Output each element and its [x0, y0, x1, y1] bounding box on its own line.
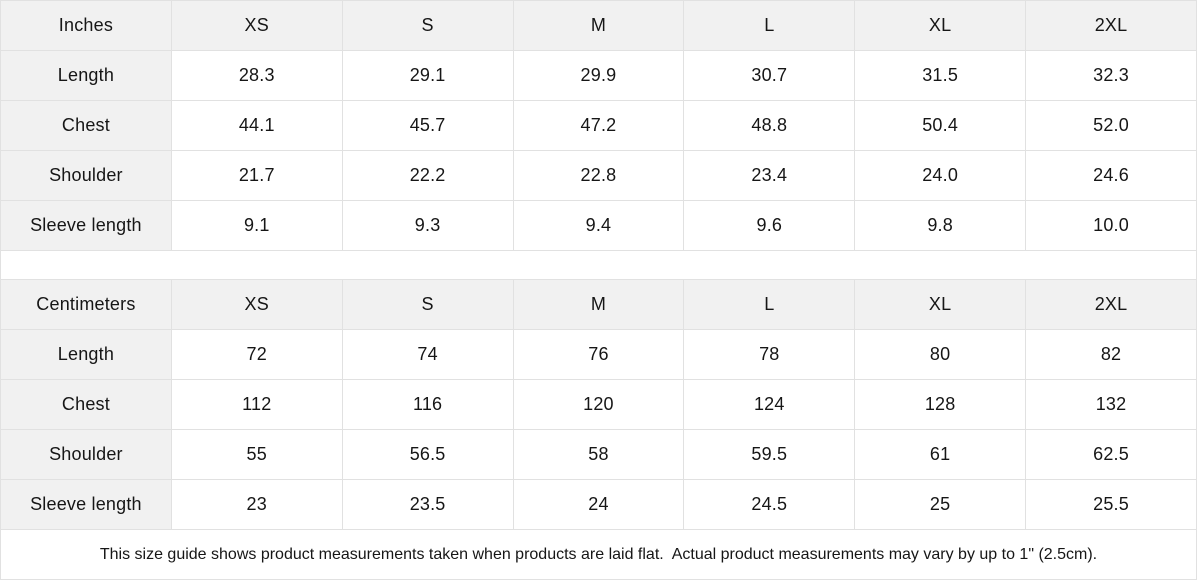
measurement-cell: 47.2 [512, 100, 685, 151]
measurement-cell: 50.4 [854, 100, 1027, 151]
table-section-gap [0, 251, 1197, 279]
measurement-cell: 61 [854, 429, 1027, 480]
row-label-cell: Shoulder [0, 429, 172, 480]
measurement-cell: 23.5 [341, 479, 514, 530]
table-row: Length 72 74 76 78 80 82 [0, 329, 1197, 380]
measurement-cell: 48.8 [683, 100, 856, 151]
size-guide-note: This size guide shows product measuremen… [0, 530, 1197, 580]
inches-header-row: Inches XS S M L XL 2XL [0, 0, 1197, 51]
measurement-cell: 45.7 [341, 100, 514, 151]
size-header-cell: M [512, 0, 685, 51]
table-row: Shoulder 21.7 22.2 22.8 23.4 24.0 24.6 [0, 150, 1197, 201]
measurement-cell: 22.8 [512, 150, 685, 201]
measurement-cell: 31.5 [854, 50, 1027, 101]
measurement-cell: 80 [854, 329, 1027, 380]
measurement-cell: 128 [854, 379, 1027, 430]
table-row: Sleeve length 23 23.5 24 24.5 25 25.5 [0, 479, 1197, 530]
measurement-cell: 9.6 [683, 200, 856, 251]
measurement-cell: 62.5 [1025, 429, 1197, 480]
measurement-cell: 76 [512, 329, 685, 380]
size-header-cell: S [341, 0, 514, 51]
measurement-cell: 9.3 [341, 200, 514, 251]
measurement-cell: 25.5 [1025, 479, 1197, 530]
measurement-cell: 9.8 [854, 200, 1027, 251]
measurement-cell: 132 [1025, 379, 1197, 430]
size-header-cell: S [341, 279, 514, 330]
table-row: Length 28.3 29.1 29.9 30.7 31.5 32.3 [0, 50, 1197, 101]
row-label-cell: Shoulder [0, 150, 172, 201]
centimeters-size-table: Centimeters XS S M L XL 2XL Length 72 74… [0, 279, 1197, 530]
measurement-cell: 9.1 [170, 200, 343, 251]
size-header-cell: XS [170, 0, 343, 51]
measurement-cell: 24.0 [854, 150, 1027, 201]
size-header-cell: 2XL [1025, 279, 1197, 330]
measurement-cell: 10.0 [1025, 200, 1197, 251]
measurement-cell: 112 [170, 379, 343, 430]
size-header-cell: XL [854, 0, 1027, 51]
measurement-cell: 78 [683, 329, 856, 380]
table-row: Chest 112 116 120 124 128 132 [0, 379, 1197, 430]
size-header-cell: XL [854, 279, 1027, 330]
measurement-cell: 28.3 [170, 50, 343, 101]
measurement-cell: 124 [683, 379, 856, 430]
unit-header-cell: Centimeters [0, 279, 172, 330]
row-label-cell: Chest [0, 379, 172, 430]
measurement-cell: 25 [854, 479, 1027, 530]
inches-size-table: Inches XS S M L XL 2XL Length 28.3 29.1 … [0, 0, 1197, 251]
measurement-cell: 52.0 [1025, 100, 1197, 151]
measurement-cell: 24.5 [683, 479, 856, 530]
size-header-cell: 2XL [1025, 0, 1197, 51]
measurement-cell: 29.1 [341, 50, 514, 101]
size-header-cell: XS [170, 279, 343, 330]
centimeters-header-row: Centimeters XS S M L XL 2XL [0, 279, 1197, 330]
size-header-cell: L [683, 279, 856, 330]
measurement-cell: 30.7 [683, 50, 856, 101]
measurement-cell: 55 [170, 429, 343, 480]
measurement-cell: 23 [170, 479, 343, 530]
table-row: Sleeve length 9.1 9.3 9.4 9.6 9.8 10.0 [0, 200, 1197, 251]
measurement-cell: 24.6 [1025, 150, 1197, 201]
measurement-cell: 56.5 [341, 429, 514, 480]
row-label-cell: Length [0, 329, 172, 380]
measurement-cell: 58 [512, 429, 685, 480]
row-label-cell: Sleeve length [0, 200, 172, 251]
row-label-cell: Length [0, 50, 172, 101]
size-header-cell: M [512, 279, 685, 330]
size-header-cell: L [683, 0, 856, 51]
measurement-cell: 72 [170, 329, 343, 380]
measurement-cell: 116 [341, 379, 514, 430]
measurement-cell: 23.4 [683, 150, 856, 201]
table-row: Shoulder 55 56.5 58 59.5 61 62.5 [0, 429, 1197, 480]
measurement-cell: 21.7 [170, 150, 343, 201]
measurement-cell: 22.2 [341, 150, 514, 201]
table-row: Chest 44.1 45.7 47.2 48.8 50.4 52.0 [0, 100, 1197, 151]
measurement-cell: 44.1 [170, 100, 343, 151]
row-label-cell: Chest [0, 100, 172, 151]
row-label-cell: Sleeve length [0, 479, 172, 530]
measurement-cell: 29.9 [512, 50, 685, 101]
measurement-cell: 74 [341, 329, 514, 380]
measurement-cell: 120 [512, 379, 685, 430]
measurement-cell: 59.5 [683, 429, 856, 480]
measurement-cell: 32.3 [1025, 50, 1197, 101]
measurement-cell: 24 [512, 479, 685, 530]
measurement-cell: 82 [1025, 329, 1197, 380]
measurement-cell: 9.4 [512, 200, 685, 251]
unit-header-cell: Inches [0, 0, 172, 51]
